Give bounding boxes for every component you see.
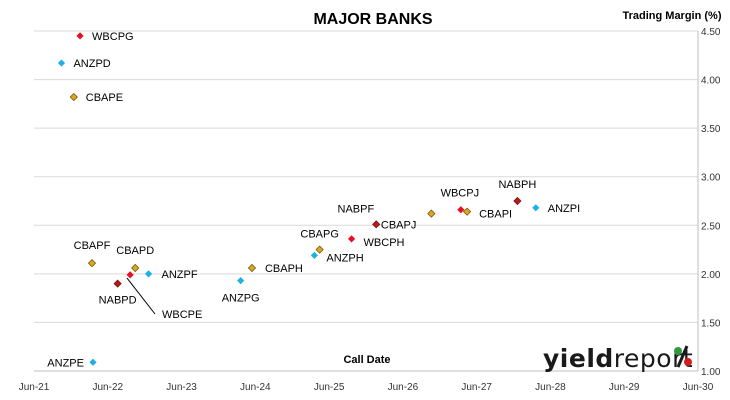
point-cbapf bbox=[87, 259, 97, 268]
point-nabpd bbox=[113, 279, 122, 288]
label-nabpf: NABPF bbox=[338, 203, 375, 215]
label-cbape: CBAPE bbox=[86, 92, 123, 104]
label-cbapd: CBAPD bbox=[116, 245, 154, 257]
label-cbapj: CBAPJ bbox=[381, 220, 416, 232]
label-nabph: NABPH bbox=[498, 179, 536, 191]
point-cbapj bbox=[427, 209, 436, 218]
label-nabpd: NABPD bbox=[99, 295, 137, 307]
x-tick-label: Jun-29 bbox=[609, 382, 640, 393]
point-wbcph bbox=[347, 235, 356, 243]
point-cbapd bbox=[131, 263, 140, 273]
y-tick-label: 3.00 bbox=[701, 173, 721, 184]
leader-wbcpe bbox=[126, 277, 156, 315]
label-cbapg: CBAPG bbox=[300, 229, 339, 241]
label-anzpd: ANZPD bbox=[73, 58, 110, 70]
x-tick-label: Jun-23 bbox=[166, 382, 197, 393]
x-tick-label: Jun-25 bbox=[314, 382, 345, 393]
label-anzpg: ANZPG bbox=[222, 293, 260, 305]
label-cbaph: CBAPH bbox=[265, 263, 303, 275]
x-tick-label: Jun-30 bbox=[683, 382, 714, 393]
y-tick-label: 3.50 bbox=[701, 124, 721, 135]
point-cbapi bbox=[463, 207, 472, 216]
x-tick-label: Jun-27 bbox=[461, 382, 492, 393]
x-tick-label: Jun-21 bbox=[19, 382, 50, 393]
label-anzph: ANZPH bbox=[326, 252, 363, 264]
point-anzpd bbox=[57, 59, 66, 67]
label-wbcpe: WBCPE bbox=[162, 309, 202, 321]
point-wbcpe bbox=[126, 271, 134, 279]
percent-dot-green bbox=[674, 347, 682, 355]
label-anzpe: ANZPE bbox=[47, 357, 84, 369]
data-points bbox=[57, 32, 540, 366]
point-wbcpg bbox=[76, 32, 84, 40]
axes bbox=[34, 31, 699, 372]
label-cbapf: CBAPF bbox=[74, 240, 111, 252]
point-cbape bbox=[69, 92, 78, 102]
point-wbcpj bbox=[457, 206, 465, 214]
y-tick-label: 2.50 bbox=[701, 221, 721, 232]
y-axis-title: Trading Margin (%) bbox=[623, 10, 722, 22]
point-cbapg bbox=[315, 245, 324, 254]
point-cbaph bbox=[247, 263, 257, 273]
y-tick-label: 2.00 bbox=[701, 270, 721, 281]
leader-lines bbox=[126, 277, 156, 315]
logo-wordmark: yieldreport bbox=[543, 344, 693, 373]
point-anzpf bbox=[144, 270, 153, 278]
point-labels: ANZPD ANZPE ANZPF ANZPG ANZPH ANZPI CBAPE CBAPF… bbox=[47, 31, 580, 369]
point-anzpi bbox=[532, 204, 540, 212]
y-tick-label: 1.00 bbox=[701, 367, 721, 378]
logo-word-yield: yield bbox=[543, 344, 614, 373]
label-anzpf: ANZPF bbox=[162, 269, 198, 281]
x-axis-title: Call Date bbox=[343, 354, 390, 366]
point-anzpe bbox=[89, 358, 97, 366]
y-tick-label: 1.50 bbox=[701, 318, 721, 329]
y-tick-label: 4.00 bbox=[701, 76, 721, 87]
chart-title: MAJOR BANKS bbox=[313, 11, 432, 28]
yieldreport-logo: yieldreport bbox=[543, 344, 693, 373]
y-tick-labels: 1.00 1.50 2.00 2.50 3.00 3.50 4.00 4.50 bbox=[701, 27, 721, 378]
label-wbcpj: WBCPJ bbox=[441, 188, 480, 200]
point-nabph bbox=[513, 196, 522, 206]
point-nabpf bbox=[372, 220, 381, 229]
label-cbapi: CBAPI bbox=[479, 209, 512, 221]
point-anzph bbox=[310, 251, 318, 259]
x-tick-label: Jun-28 bbox=[535, 382, 566, 393]
x-tick-labels: Jun-21 Jun-22 Jun-23 Jun-24 Jun-25 Jun-26 Jun-… bbox=[19, 382, 714, 393]
grid-lines bbox=[34, 30, 698, 323]
point-anzpg bbox=[237, 277, 245, 285]
percent-icon bbox=[674, 345, 692, 368]
x-tick-label: Jun-24 bbox=[240, 382, 271, 393]
label-wbcpg: WBCPG bbox=[92, 31, 134, 43]
x-tick-label: Jun-26 bbox=[388, 382, 419, 393]
x-tick-label: Jun-22 bbox=[92, 382, 123, 393]
percent-dot-red bbox=[684, 358, 692, 366]
label-wbcph: WBCPH bbox=[364, 237, 405, 249]
y-tick-label: 4.50 bbox=[701, 27, 721, 38]
label-anzpi: ANZPI bbox=[548, 203, 580, 215]
